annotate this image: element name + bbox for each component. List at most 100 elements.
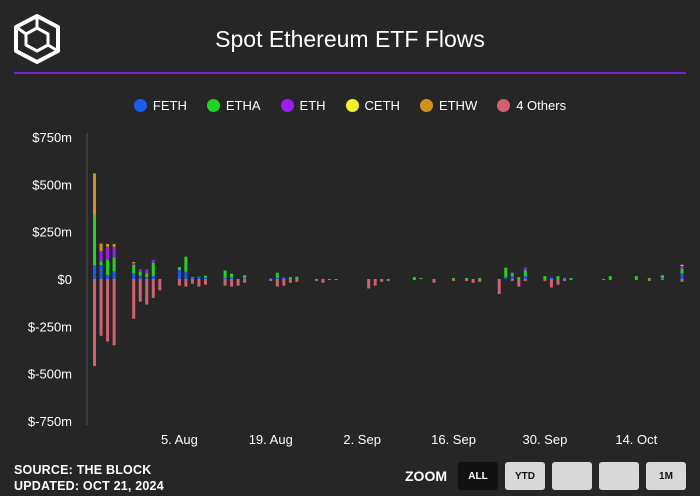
bar-segment-ethw <box>99 243 103 252</box>
bar-segment-4-others <box>203 279 207 285</box>
bar-segment-etha <box>523 270 527 277</box>
bar-segment-feth <box>151 275 155 279</box>
bar-segment-4-others <box>138 279 142 302</box>
bar-segment-etha <box>177 267 181 270</box>
bar-segment-eth <box>99 251 103 262</box>
bar-segment-eth <box>132 262 136 265</box>
bar-segment-4-others <box>373 279 377 286</box>
legend-item-feth[interactable]: FETH <box>133 98 187 113</box>
bar-segment-4-others <box>523 279 527 281</box>
legend-marker-icon <box>419 99 433 112</box>
bar-segment-4-others <box>275 279 279 287</box>
bar-segment-etha <box>478 278 482 280</box>
bar-segment-4-others <box>151 279 155 298</box>
bar-segment-etha <box>295 276 299 279</box>
bar-segment-etha <box>647 278 651 280</box>
legend-item-4-others[interactable]: 4 Others <box>497 98 566 113</box>
bar-segment-ethw <box>132 261 136 263</box>
bar-segment-eth <box>680 265 684 269</box>
legend-item-eth[interactable]: ETH <box>280 98 326 113</box>
legend-item-etha[interactable]: ETHA <box>206 98 261 113</box>
bar-segment-feth <box>282 278 286 280</box>
zoom-blank-button-1[interactable] <box>552 462 592 490</box>
y-tick-label: $250m <box>32 225 72 240</box>
bar-segment-ceth <box>680 264 684 266</box>
bar-segment-4-others <box>314 279 318 281</box>
legend-label: ETH <box>299 98 326 113</box>
bar-segment-4-others <box>634 279 638 280</box>
bar-segment-eth <box>112 246 116 258</box>
bar-segment-feth <box>112 271 116 279</box>
bar-segment-4-others <box>269 279 273 281</box>
bar-segment-feth <box>190 278 194 280</box>
bar-segment-etha <box>138 271 142 276</box>
bar-segment-4-others <box>177 279 181 286</box>
bar-segment-4-others <box>680 279 684 282</box>
bar-segment-feth <box>230 277 234 279</box>
bar-segment-ethw <box>112 243 116 247</box>
bar-segment-4-others <box>112 279 116 346</box>
bar-segment-feth <box>549 277 553 279</box>
bar-segment-feth <box>132 273 136 279</box>
zoom-blank-button-2[interactable] <box>599 462 639 490</box>
bar-segment-4-others <box>660 279 664 280</box>
zoom-ytd-button[interactable]: YTD <box>505 462 545 490</box>
y-tick-label: $-250m <box>28 319 72 334</box>
bar-segment-feth <box>680 273 684 279</box>
bar-segment-feth <box>99 264 103 279</box>
bar-segment-4-others <box>367 279 371 289</box>
x-tick-label: 19. Aug <box>249 432 293 447</box>
bar-segment-4-others <box>380 279 384 282</box>
bar-segment-feth <box>275 277 279 279</box>
legend-label: 4 Others <box>516 98 567 113</box>
bar-segment-4-others <box>510 279 514 281</box>
bar-segment-4-others <box>328 279 332 280</box>
bar-segment-etha <box>543 276 547 279</box>
bar-segment-eth <box>145 269 149 274</box>
bar-segment-4-others <box>569 279 573 280</box>
bar-segment-4-others <box>386 279 390 281</box>
y-tick-label: $500m <box>32 177 72 192</box>
bar-segment-4-others <box>99 279 103 336</box>
bar-segment-feth <box>197 276 201 279</box>
legend-item-ceth[interactable]: CETH <box>345 98 400 113</box>
bar-segment-feth <box>203 277 207 279</box>
bar-segment-feth <box>93 265 97 279</box>
legend-item-ethw[interactable]: ETHW <box>419 98 477 113</box>
bar-segment-4-others <box>184 279 188 287</box>
chart-title: Spot Ethereum ETF Flows <box>215 26 485 52</box>
bar-segment-etha <box>99 261 103 265</box>
bar-segment-etha <box>132 264 136 274</box>
bar-segment-etha <box>288 277 292 279</box>
bar-segment-4-others <box>236 279 240 286</box>
bar-segment-ethw <box>93 173 97 216</box>
bar-segment-4-others <box>452 279 456 281</box>
bar-segment-4-others <box>549 279 553 288</box>
bar-segment-4-others <box>106 279 110 342</box>
bar-segment-4-others <box>432 279 436 283</box>
source-label: SOURCE: THE BLOCK <box>14 463 152 477</box>
bar-segment-etha <box>634 276 638 279</box>
bar-segment-4-others <box>556 279 560 285</box>
bar-segment-4-others <box>243 279 247 283</box>
zoom-1m-button[interactable]: 1M <box>646 462 686 490</box>
bar-segment-4-others <box>295 279 299 282</box>
bar-segment-4-others <box>158 279 162 291</box>
zoom-label: ZOOM <box>405 468 447 484</box>
bar-segment-eth <box>106 246 110 261</box>
bar-segment-4-others <box>288 279 292 283</box>
y-tick-label: $-750m <box>28 414 72 429</box>
bar-segment-4-others <box>321 279 325 283</box>
legend-marker-icon <box>497 99 511 112</box>
bar-segment-4-others <box>190 279 194 284</box>
zoom-controls: ZOOM ALL YTD 1M <box>405 462 686 490</box>
bar-segment-4-others <box>132 279 136 319</box>
bar-segment-4-others <box>543 279 547 281</box>
bar-segment-etha <box>145 273 149 278</box>
zoom-all-button[interactable]: ALL <box>458 462 498 490</box>
bar-segment-etha <box>419 278 423 280</box>
bar-segment-etha <box>203 275 207 278</box>
bar-segment-etha <box>660 275 664 279</box>
title-divider <box>14 72 686 74</box>
bar-segment-etha <box>151 262 155 276</box>
